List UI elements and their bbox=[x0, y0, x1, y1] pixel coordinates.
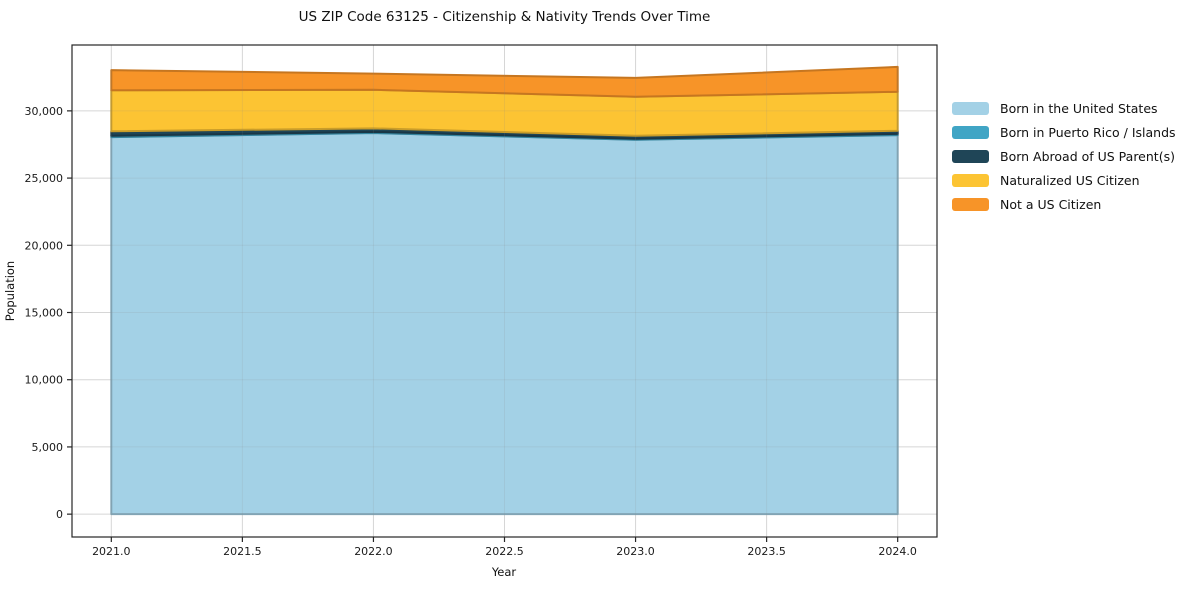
y-tick-label: 30,000 bbox=[25, 105, 64, 118]
area-series-4 bbox=[110, 65, 899, 98]
y-tick-label: 25,000 bbox=[25, 172, 64, 185]
y-tick-label: 0 bbox=[56, 508, 63, 521]
x-tick-label: 2024.0 bbox=[878, 545, 917, 558]
y-tick-label: 5,000 bbox=[32, 441, 64, 454]
legend-swatch-not-citizen bbox=[952, 198, 989, 211]
chart-title: US ZIP Code 63125 - Citizenship & Nativi… bbox=[298, 9, 711, 25]
y-axis-label: Population bbox=[3, 261, 17, 321]
x-tick-label: 2022.5 bbox=[485, 545, 524, 558]
legend-swatch-born-abroad bbox=[952, 150, 989, 163]
x-tick-label: 2022.0 bbox=[354, 545, 393, 558]
legend-label: Not a US Citizen bbox=[1000, 197, 1102, 212]
legend-item: Born Abroad of US Parent(s) bbox=[952, 149, 1176, 164]
y-tick-label: 20,000 bbox=[25, 239, 64, 252]
legend-label: Born in the United States bbox=[1000, 101, 1158, 116]
legend-swatch-puerto-rico bbox=[952, 126, 989, 139]
legend-item: Naturalized US Citizen bbox=[952, 173, 1176, 188]
legend-swatch-naturalized bbox=[952, 174, 989, 187]
x-tick-label: 2023.0 bbox=[616, 545, 655, 558]
legend-label: Naturalized US Citizen bbox=[1000, 173, 1140, 188]
x-tick-label: 2021.5 bbox=[223, 545, 262, 558]
legend-label: Born in Puerto Rico / Islands bbox=[1000, 125, 1176, 140]
legend: Born in the United States Born in Puerto… bbox=[952, 101, 1176, 212]
legend-item: Born in the United States bbox=[952, 101, 1176, 116]
legend-swatch-born-us bbox=[952, 102, 989, 115]
y-tick-label: 10,000 bbox=[25, 374, 64, 387]
y-tick-label: 15,000 bbox=[25, 307, 64, 320]
legend-item: Not a US Citizen bbox=[952, 197, 1176, 212]
x-tick-label: 2021.0 bbox=[92, 545, 131, 558]
x-axis-label: Year bbox=[491, 565, 517, 579]
legend-item: Born in Puerto Rico / Islands bbox=[952, 125, 1176, 140]
legend-label: Born Abroad of US Parent(s) bbox=[1000, 149, 1175, 164]
x-tick-label: 2023.5 bbox=[747, 545, 786, 558]
